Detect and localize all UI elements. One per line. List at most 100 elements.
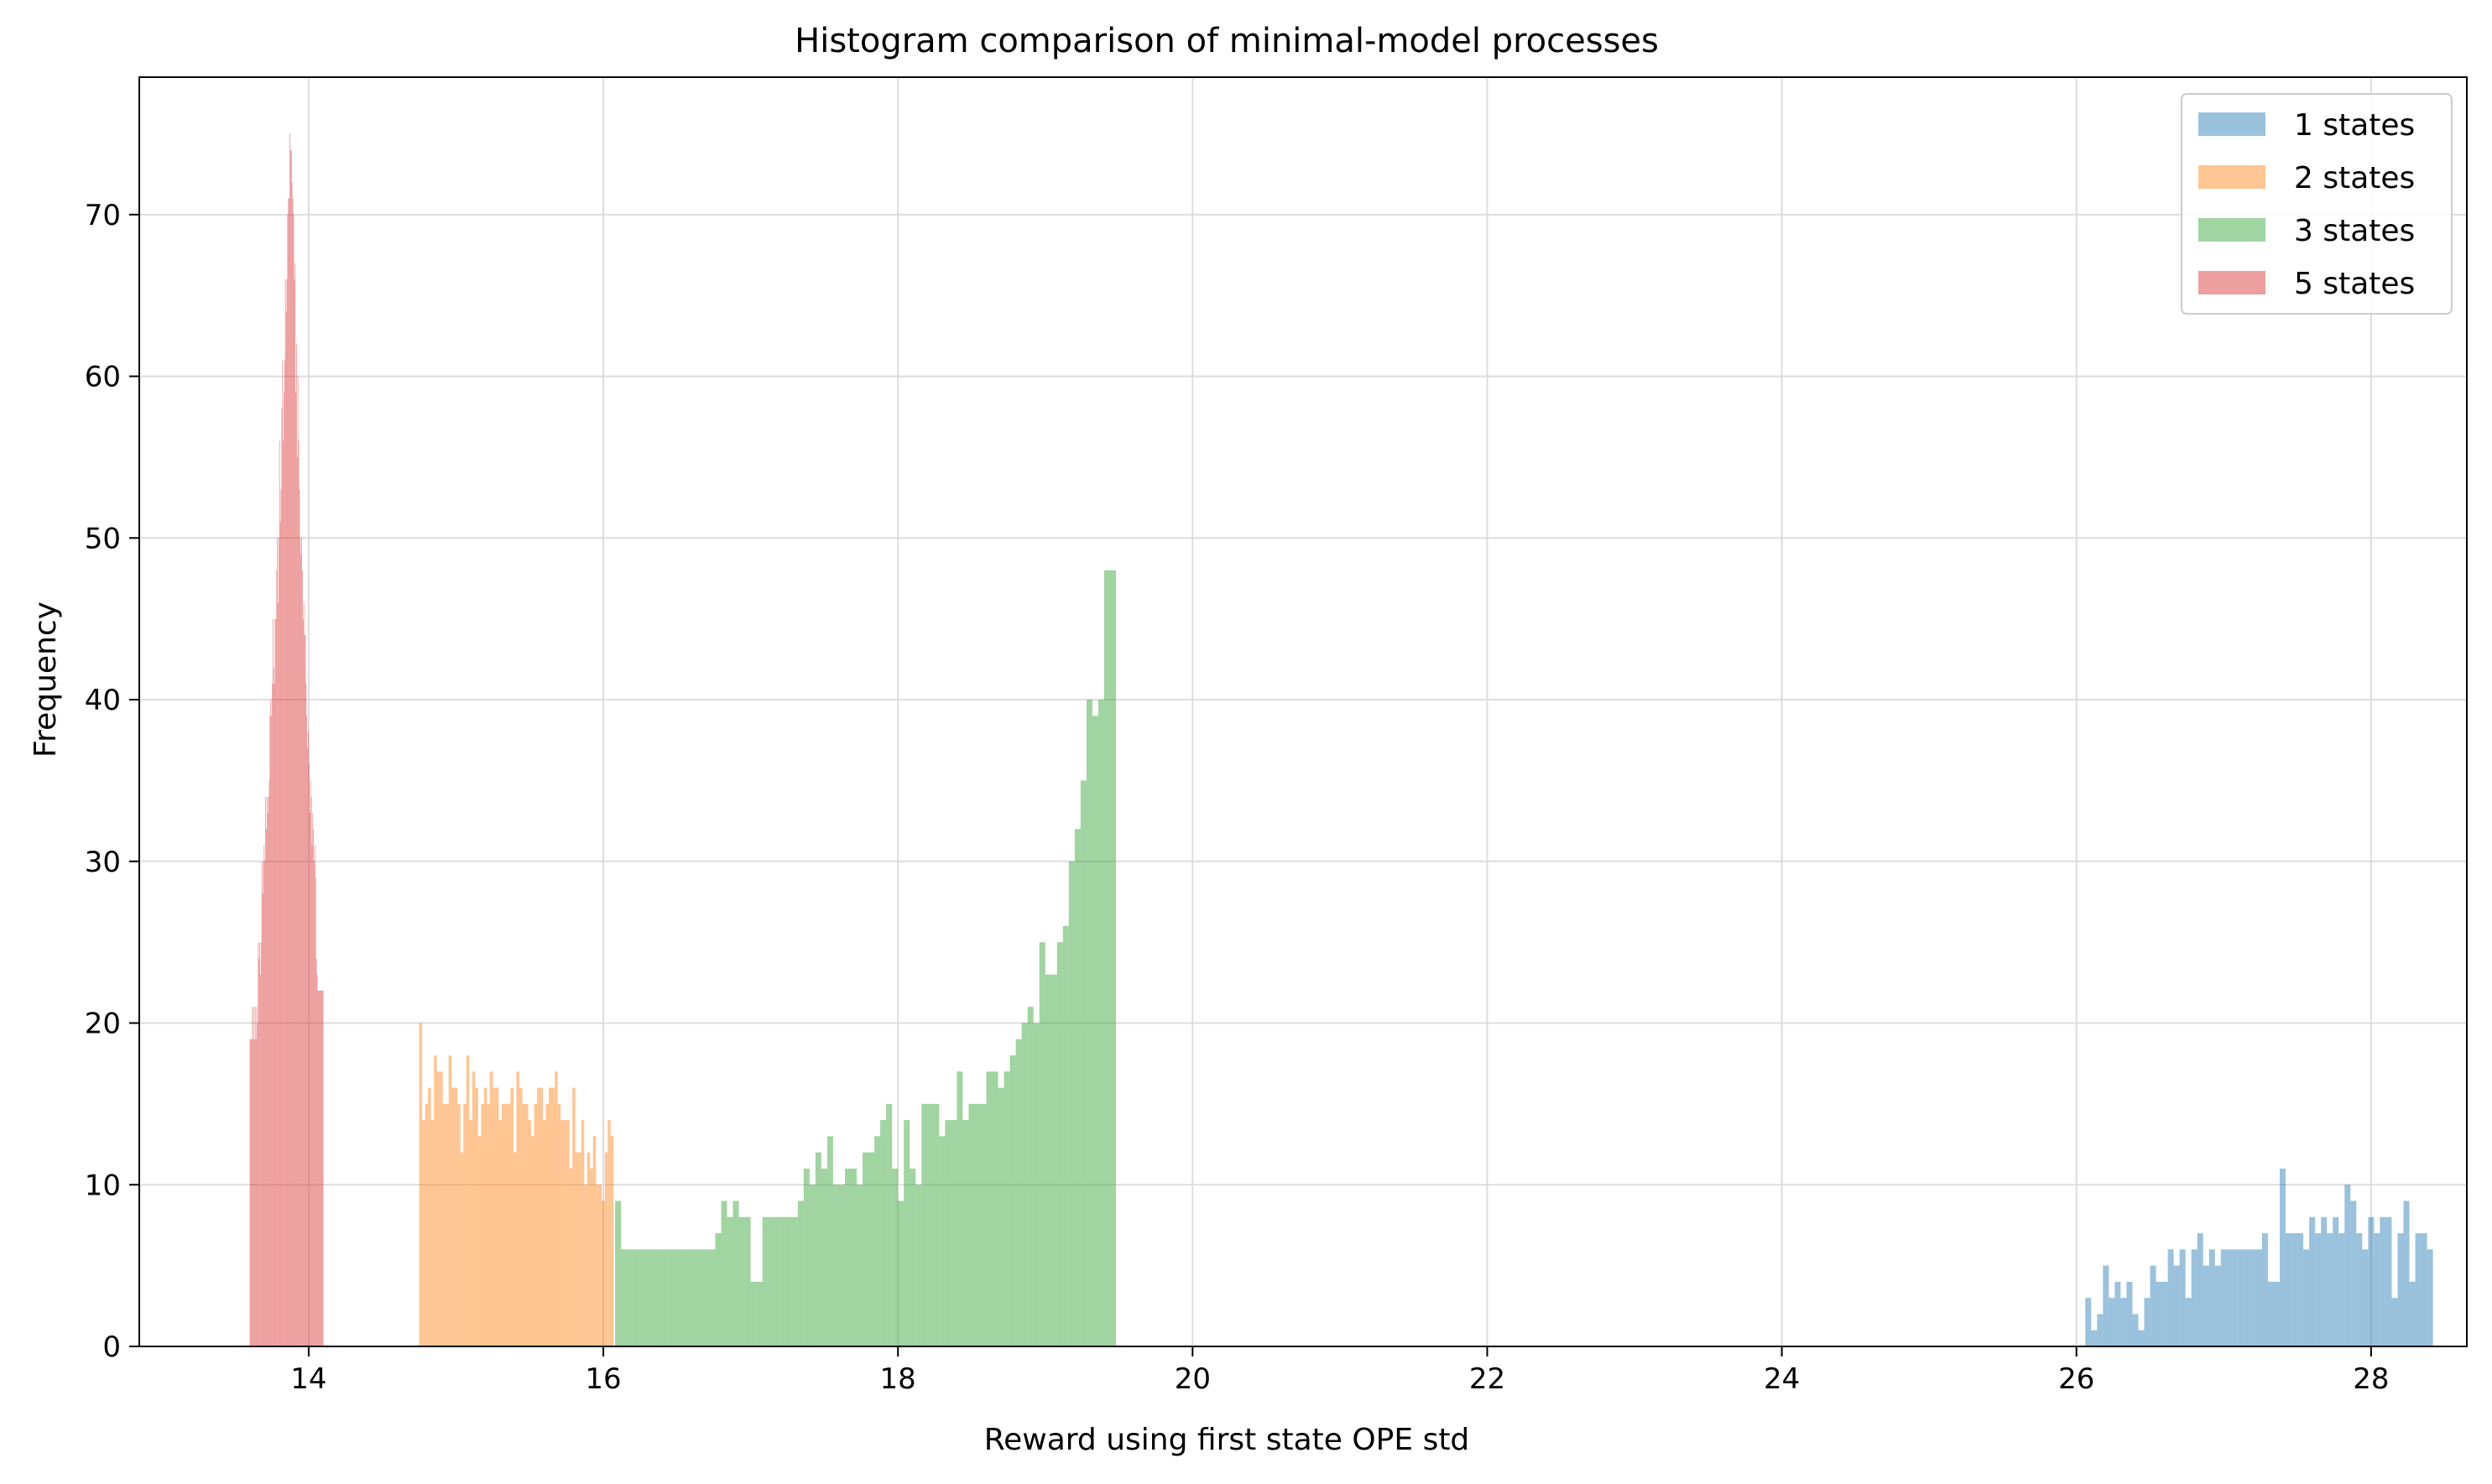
histogram-bar [516,1071,519,1346]
histogram-bar [425,1103,429,1346]
histogram-bar [1074,829,1081,1346]
histogram-bar [650,1249,657,1346]
histogram-bar [2380,1216,2386,1346]
histogram-bar [566,1120,570,1346]
histogram-bar [797,1200,804,1346]
histogram-bar [662,1249,669,1346]
histogram-bar [2415,1233,2422,1346]
histogram-bar [610,1136,614,1346]
histogram-bar [2114,1281,2121,1346]
histogram-bar [460,1152,464,1346]
histogram-bar [2167,1249,2174,1346]
histogram-bar [293,214,295,1347]
histogram-bar [286,279,288,1346]
histogram-bar [543,1120,546,1346]
histogram-bar [644,1249,651,1346]
histogram-bar [951,1120,957,1346]
histogram-bar [2385,1216,2392,1346]
histogram-bar [2150,1265,2156,1346]
histogram-bar [1015,1039,1022,1346]
histogram-bar [962,1120,969,1346]
histogram-bar [2409,1281,2416,1346]
histogram-bar [289,133,290,1346]
histogram-bar [272,683,273,1346]
histogram-bar [569,1168,573,1346]
histogram-bar [2255,1249,2262,1346]
histogram-bar [311,845,313,1346]
histogram-bar [321,990,322,1346]
histogram-bar [727,1216,733,1346]
histogram-bar [268,780,270,1346]
histogram-bar [2132,1314,2139,1346]
histogram-bar [697,1249,704,1346]
histogram-bar [974,1103,981,1346]
histogram-bar [898,1200,905,1346]
histogram-bar [268,796,269,1346]
histogram-bar [320,990,321,1346]
series-5-states [249,133,324,1347]
histogram-bar [292,198,294,1346]
histogram-bar [939,1136,946,1346]
histogram-bar [278,602,279,1346]
histogram-bar [551,1087,555,1346]
legend: 1 states 2 states 3 states 5 states [2181,93,2453,315]
histogram-bar [454,1087,458,1346]
series-1-states [2085,1168,2433,1346]
histogram-bar [2197,1233,2203,1346]
histogram-bar [1050,974,1057,1346]
histogram-bar [1004,1071,1010,1346]
histogram-bar [301,538,303,1346]
histogram-bar [621,1249,628,1346]
ticks: 14 16 18 20 22 24 26 28 0 10 20 30 40 50 60 70 [85,199,2390,1396]
histogram-bar [310,796,312,1346]
histogram-bar [549,1087,552,1346]
histogram-bar [2297,1233,2304,1346]
histogram-bar [501,1103,505,1346]
histogram-bar [318,990,320,1346]
histogram-bar [507,1103,511,1346]
histogram-bar [2391,1298,2398,1346]
histogram-bar [285,311,287,1347]
histogram-bar [291,182,293,1346]
histogram-bar [298,440,300,1347]
histogram-bar [945,1120,951,1346]
histogram-bar [575,1152,579,1346]
histogram-bar [2338,1233,2345,1346]
histogram-bar [2220,1249,2227,1346]
histogram-bar [821,1168,827,1346]
histogram-bar [295,344,297,1347]
histogram-bar [627,1249,633,1346]
histogram-bar [1027,1007,1034,1346]
histogram-bar [2232,1249,2239,1346]
histogram-bar [874,1136,881,1346]
histogram-bar [422,1120,425,1346]
histogram-bar [602,1200,605,1346]
histogram-bar [838,1185,845,1346]
histogram-bar [910,1168,916,1346]
histogram-bar [791,1216,798,1346]
histogram-bar [2350,1200,2357,1346]
histogram-bar [1045,974,1051,1346]
histogram-bar [537,1087,540,1346]
histogram-bar [2368,1216,2375,1346]
histogram-bar [2280,1168,2286,1346]
x-tick-label: 18 [880,1362,916,1396]
histogram-bar [863,1152,869,1346]
histogram-bar [992,1071,998,1346]
x-tick-label: 26 [2058,1362,2094,1396]
legend-swatch [2198,271,2265,294]
histogram-bar [2356,1233,2363,1346]
histogram-bar [2244,1249,2250,1346]
histogram-bar [844,1168,852,1346]
histogram-bar [487,1103,490,1346]
histogram-bar [998,1087,1004,1346]
y-tick-label: 10 [85,1169,121,1202]
histogram-bar [489,1071,493,1346]
histogram-bar [528,1120,532,1346]
histogram-bar [892,1168,899,1346]
histogram-bar [513,1152,517,1346]
histogram-bar [313,829,315,1346]
histogram-bar [557,1103,561,1346]
